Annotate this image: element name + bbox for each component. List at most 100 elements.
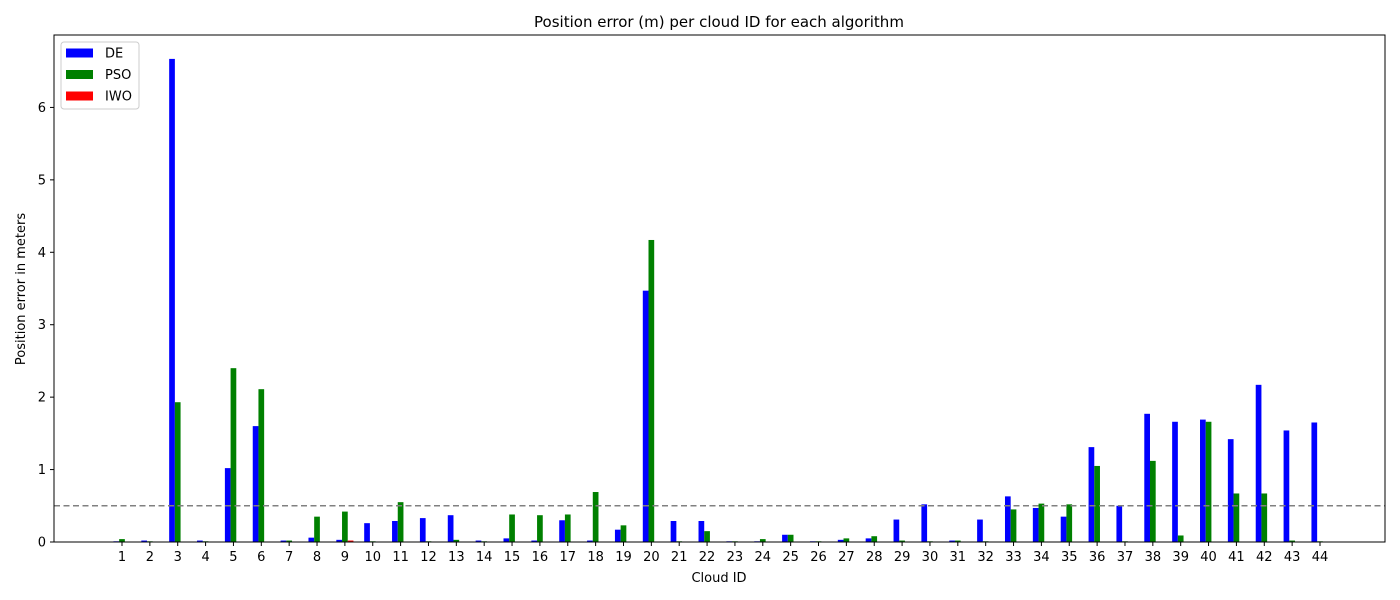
x-tick-label-26: 26 [810,550,827,565]
y-tick-label-2: 2 [38,391,46,406]
legend-swatch-pso [66,70,93,79]
bar-de-39 [1172,421,1178,542]
x-tick-label-17: 17 [559,550,576,565]
x-tick-label-32: 32 [977,550,994,565]
bar-pso-8 [314,516,320,542]
bar-pso-13 [453,539,460,542]
x-tick-label-34: 34 [1033,550,1050,565]
bar-de-13 [447,515,454,542]
bar-pso-6 [258,389,265,542]
x-tick-label-15: 15 [504,550,521,565]
bar-de-36 [1088,447,1095,542]
x-tick-label-4: 4 [201,550,209,565]
y-tick-label-0: 0 [38,536,46,551]
bar-de-9 [336,539,343,542]
bar-iwo-9 [347,540,354,542]
legend: DE PSO IWO [60,41,140,110]
bar-de-41 [1227,439,1234,542]
bar-de-28 [865,538,872,542]
x-tick-label-21: 21 [671,550,688,565]
bar-pso-22 [704,531,710,542]
bar-pso-18 [592,492,599,542]
x-tick-label-33: 33 [1005,550,1022,565]
bar-de-21 [670,521,677,542]
x-tick-label-12: 12 [420,550,437,565]
x-tick-label-36: 36 [1089,550,1106,565]
x-tick-label-43: 43 [1284,550,1301,565]
y-tick-label-5: 5 [38,173,46,188]
bar-pso-20 [648,239,655,542]
bar-pso-1 [119,539,125,542]
x-tick-label-38: 38 [1145,550,1162,565]
x-tick-label-19: 19 [615,550,632,565]
x-tick-label-39: 39 [1172,550,1189,565]
bar-pso-39 [1177,535,1184,542]
series-iwo [347,540,354,542]
bar-de-31 [949,540,955,542]
bar-de-7 [280,540,287,542]
chart-title: Position error (m) per cloud ID for each… [534,13,904,31]
bar-pso-36 [1094,465,1100,542]
bar-pso-34 [1038,503,1045,542]
bar-pso-16 [537,515,543,542]
bar-de-37 [1116,505,1123,542]
x-tick-label-9: 9 [341,550,349,565]
bar-de-11 [392,521,398,542]
bar-de-40 [1200,419,1206,542]
x-tick-label-24: 24 [755,550,772,565]
x-tick-label-5: 5 [229,550,237,565]
bar-pso-27 [843,538,850,542]
bar-de-4 [197,540,203,542]
bar-pso-11 [397,502,404,542]
x-axis-label: Cloud ID [691,571,746,586]
x-tick-label-14: 14 [476,550,493,565]
y-tick-label-1: 1 [38,463,46,478]
y-axis-label: Position error in meters [14,213,29,365]
bar-de-32 [977,519,983,542]
bar-de-12 [419,518,426,542]
bar-pso-3 [174,402,181,542]
bar-de-19 [614,529,621,542]
x-tick-label-10: 10 [364,550,381,565]
plot-frame [53,34,1386,543]
x-tick-label-37: 37 [1117,550,1134,565]
bar-de-2 [141,540,148,542]
bar-de-30 [921,504,928,542]
x-tick-label-7: 7 [285,550,293,565]
bar-pso-41 [1233,493,1240,542]
bar-pso-29 [899,540,905,542]
y-tick-label-3: 3 [38,318,46,333]
bar-pso-43 [1289,540,1295,542]
x-tick-label-2: 2 [146,550,154,565]
bar-de-18 [587,540,593,542]
x-tick-label-22: 22 [699,550,716,565]
bars-layer [113,58,1323,543]
bar-pso-31 [954,540,961,542]
bar-pso-25 [787,534,794,542]
x-tick-label-18: 18 [587,550,604,565]
bar-de-25 [782,534,788,542]
x-tick-label-23: 23 [727,550,744,565]
x-tick-label-40: 40 [1200,550,1217,565]
x-tick-label-8: 8 [313,550,321,565]
legend-swatch-de [66,48,93,58]
bar-de-20 [642,290,649,542]
x-tick-label-31: 31 [950,550,967,565]
legend-label-pso: PSO [105,68,131,83]
bar-de-42 [1255,384,1262,542]
bar-de-10 [364,523,370,542]
bar-pso-35 [1066,504,1073,542]
legend-swatch-iwo [66,91,93,101]
x-tick-label-3: 3 [174,550,182,565]
bar-pso-28 [871,536,878,542]
bar-de-15 [503,538,510,542]
y-tick-label-4: 4 [38,246,46,261]
x-tick-label-41: 41 [1228,550,1245,565]
bar-de-6 [252,426,259,542]
series-pso [119,239,1323,542]
legend-label-de: DE [105,47,123,62]
x-tick-label-29: 29 [894,550,911,565]
bar-de-35 [1060,516,1067,542]
legend-label-iwo: IWO [105,90,132,105]
x-tick-label-1: 1 [118,550,126,565]
